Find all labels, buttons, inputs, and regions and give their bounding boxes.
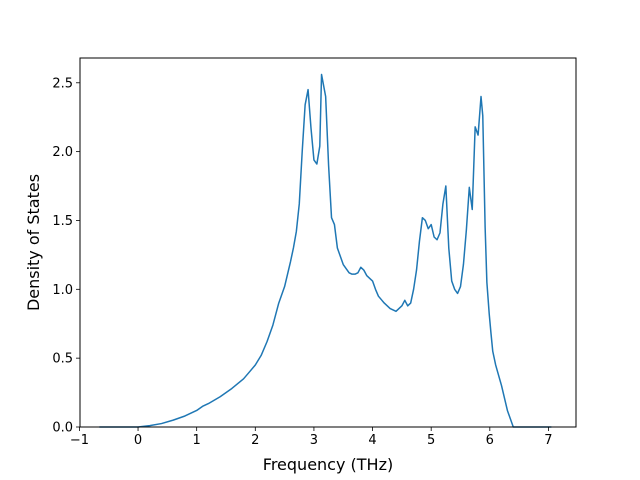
y-tick-label: 1.5: [52, 214, 73, 229]
x-tick-label: 7: [544, 433, 552, 448]
plot-frame: [79, 57, 577, 428]
y-tick-label: 1.0: [52, 283, 73, 298]
y-tick-label: 2.0: [52, 145, 73, 160]
x-tick-label: −1: [70, 433, 89, 448]
x-tick-label: 3: [310, 433, 318, 448]
y-axis-label: Density of States: [24, 174, 43, 311]
x-tick-label: 0: [134, 433, 142, 448]
x-tick-label: 6: [486, 433, 494, 448]
y-tick-label: 0.5: [52, 352, 73, 367]
y-tick-label: 2.5: [52, 76, 73, 91]
y-tick-label: 0.0: [52, 421, 73, 436]
x-tick-label: 5: [427, 433, 435, 448]
x-axis-label: Frequency (THz): [263, 455, 393, 474]
x-tick-label: 2: [251, 433, 259, 448]
plot-area: [99, 73, 552, 428]
dos-series-line-0: [99, 73, 552, 428]
x-tick-label: 4: [368, 433, 376, 448]
y-axis-ticks: 0.0 0.5 1.0 1.5 2.0 2.5: [52, 76, 80, 436]
x-axis-ticks: −1 0 1 2 3 4 5 6 7: [70, 427, 553, 448]
x-tick-label: 1: [193, 433, 201, 448]
